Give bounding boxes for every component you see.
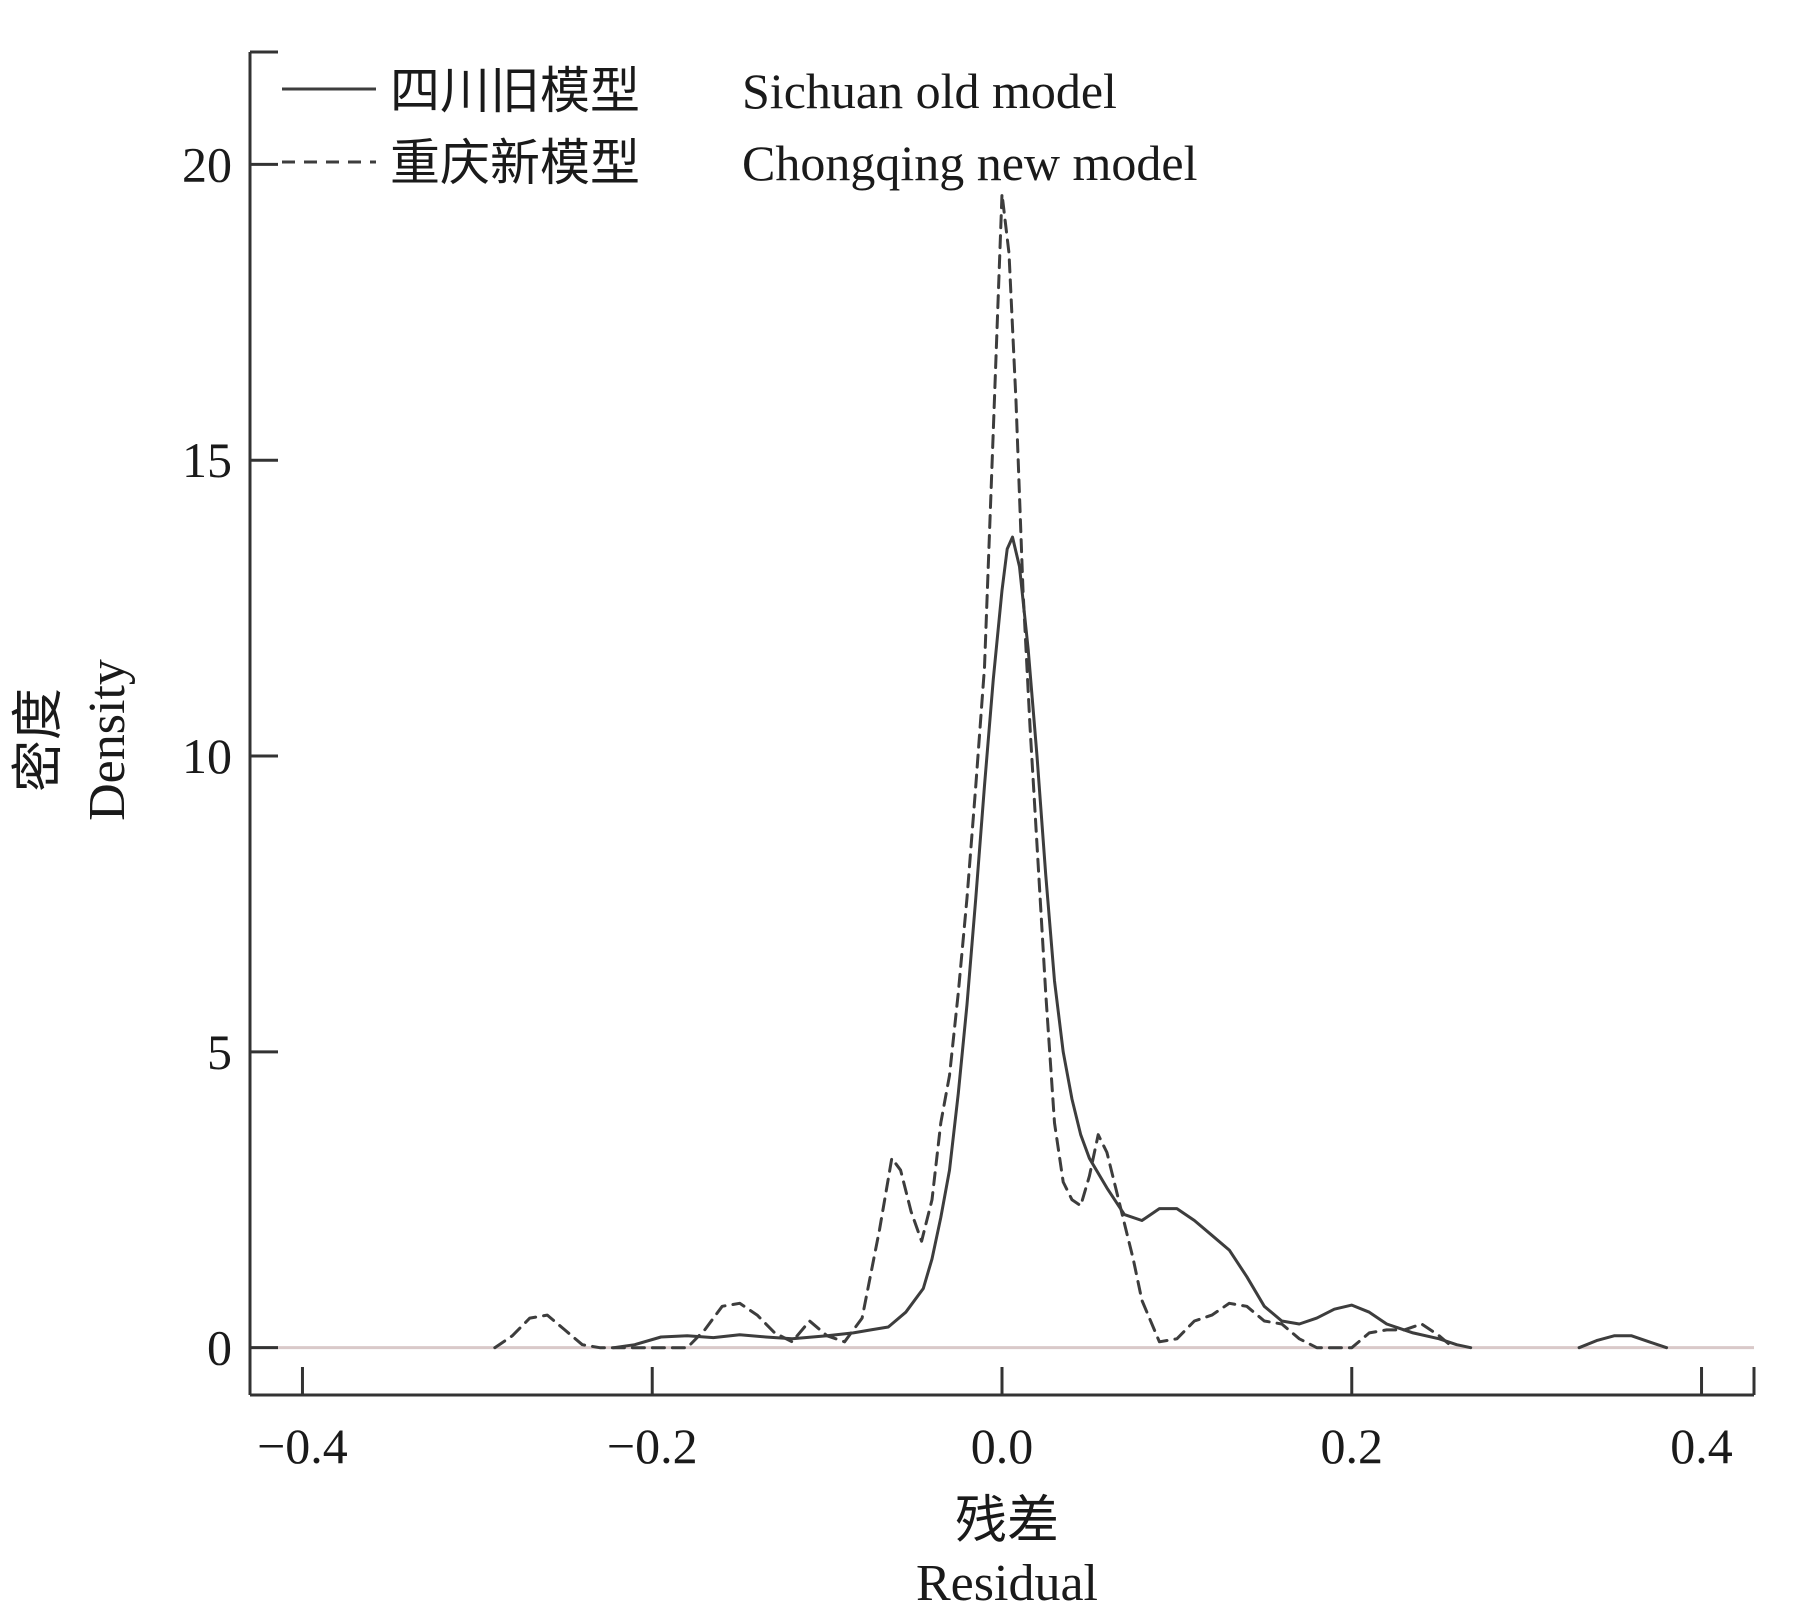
series-layer (493, 192, 1669, 1350)
x-tick-label: −0.2 (607, 1418, 698, 1474)
legend-label-sichuan-zh: 四川旧模型 (390, 63, 640, 119)
legend-label-sichuan-en: Sichuan old model (742, 63, 1117, 119)
x-axis-title-zh: 残差 (955, 1493, 1059, 1550)
x-tick-label: 0.2 (1321, 1418, 1384, 1474)
x-axis: −0.4 −0.2 0.0 0.2 0.4 (257, 1367, 1733, 1474)
y-tick-label: 10 (182, 728, 232, 784)
series-line-sichuan-old-model (612, 535, 1473, 1350)
plot-frame (248, 50, 1756, 1397)
y-tick-label: 20 (182, 136, 232, 192)
x-tick-label: 0.0 (971, 1418, 1034, 1474)
legend: 四川旧模型 Sichuan old model 重庆新模型 Chongqing … (282, 63, 1198, 191)
legend-label-chongqing-en: Chongqing new model (742, 135, 1198, 191)
y-axis-title-en: Density (79, 659, 136, 821)
series-line-chongqing-new-model (493, 192, 1455, 1350)
y-tick-label: 5 (207, 1024, 232, 1080)
legend-label-chongqing-zh: 重庆新模型 (390, 135, 640, 191)
series-line-sichuan-old-model (1577, 1334, 1669, 1350)
y-axis-title-zh: 密度 (11, 688, 68, 792)
x-tick-label: 0.4 (1670, 1418, 1733, 1474)
y-tick-label: 15 (182, 432, 232, 488)
x-axis-title-en: Residual (916, 1555, 1098, 1612)
x-tick-label: −0.4 (257, 1418, 348, 1474)
y-axis: 0 5 10 15 20 (182, 136, 278, 1376)
y-tick-label: 0 (207, 1320, 232, 1376)
